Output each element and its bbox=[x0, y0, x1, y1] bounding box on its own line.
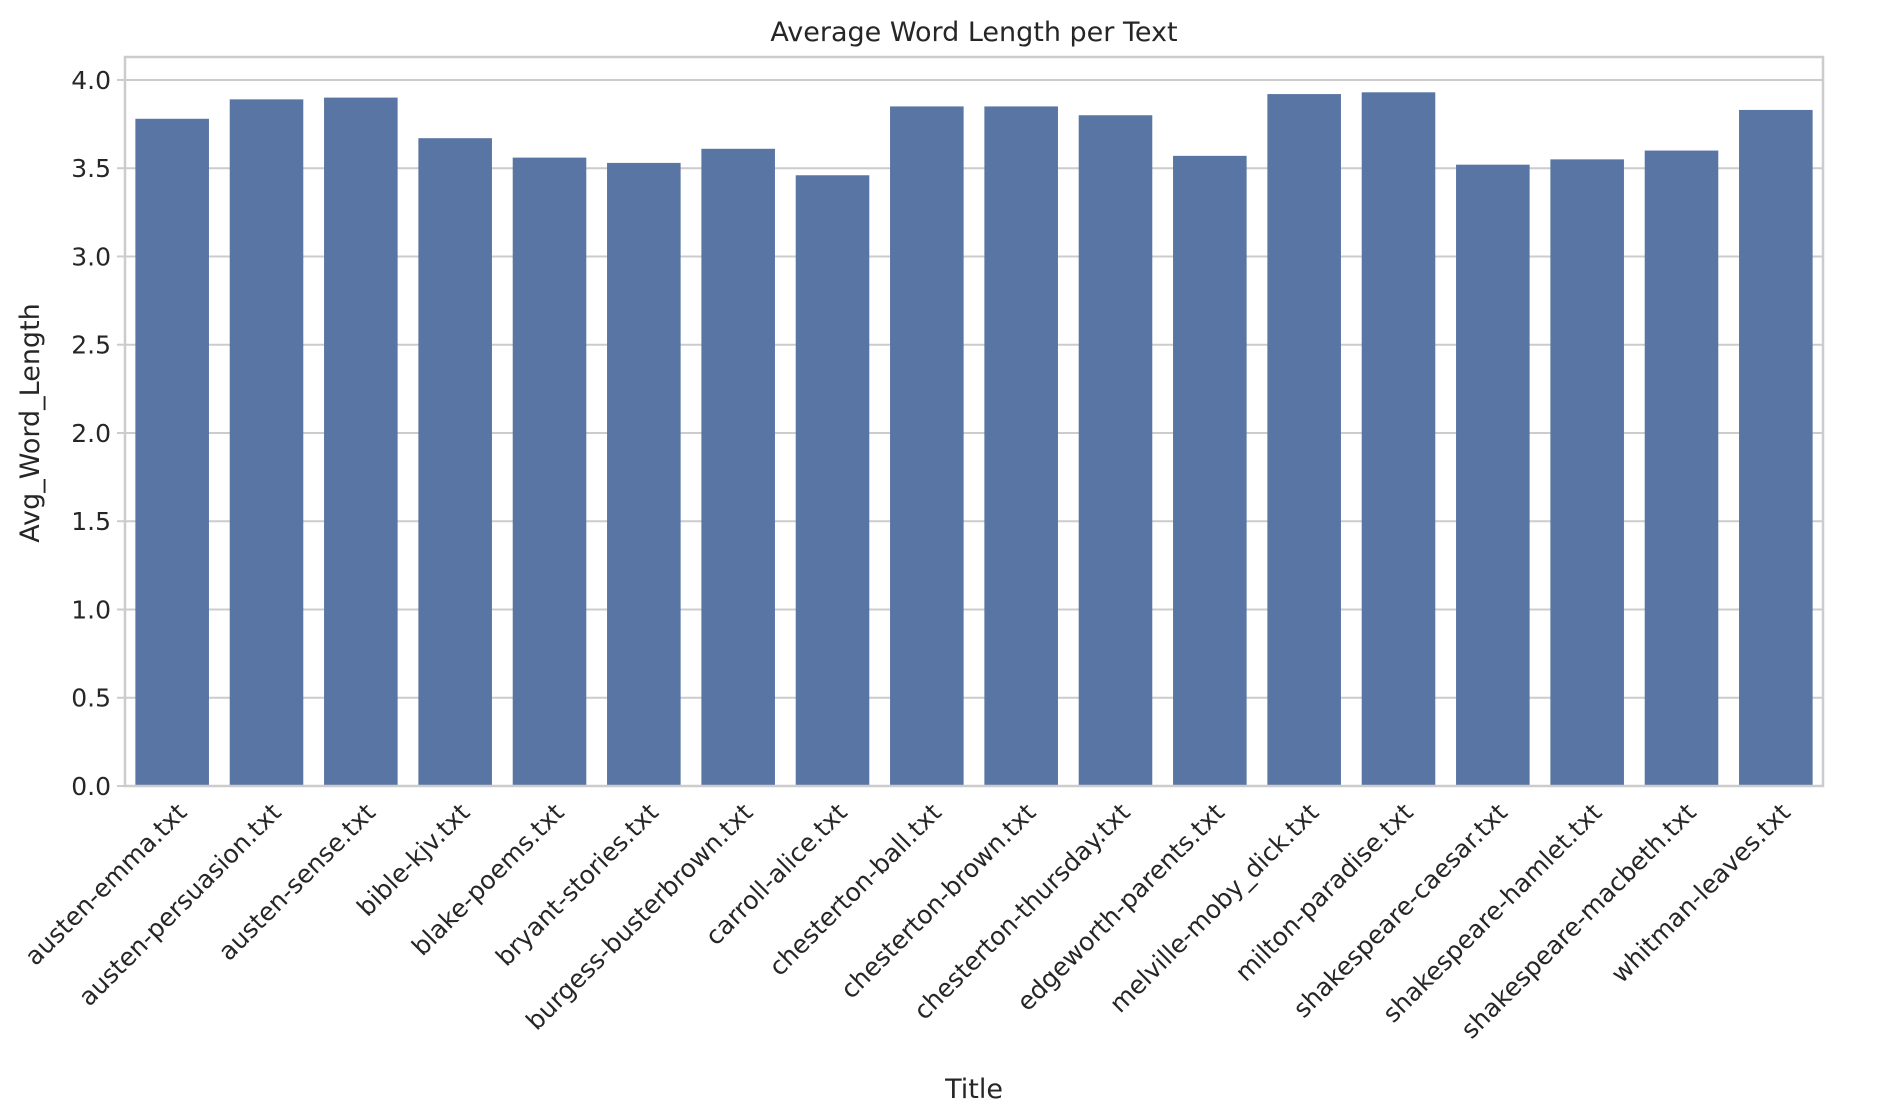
y-tick-label: 1.5 bbox=[71, 507, 111, 536]
y-tick-label: 0.5 bbox=[71, 684, 111, 713]
bars-layer bbox=[135, 92, 1813, 787]
y-tick-label: 3.0 bbox=[71, 242, 111, 271]
bar bbox=[418, 138, 492, 787]
y-tick-label: 2.5 bbox=[71, 331, 111, 360]
y-tick-label: 3.5 bbox=[71, 154, 111, 183]
y-axis-label: Avg_Word_Length bbox=[15, 303, 46, 543]
bar bbox=[1078, 115, 1153, 787]
y-tick-label: 4.0 bbox=[71, 66, 111, 95]
bar bbox=[1173, 155, 1247, 786]
bar bbox=[324, 97, 398, 786]
y-axis: 0.0 0.5 1.0 1.5 2.0 2.5 3.0 3.5 4.0 bbox=[71, 66, 125, 801]
plot-frame bbox=[123, 55, 1825, 788]
y-tick-label: 1.0 bbox=[71, 595, 111, 624]
bar bbox=[1644, 150, 1719, 786]
bar bbox=[1550, 159, 1624, 786]
bar bbox=[607, 162, 681, 787]
y-tick-label: 2.0 bbox=[71, 419, 111, 448]
chart-title: Average Word Length per Text bbox=[770, 17, 1177, 48]
bar bbox=[512, 157, 587, 786]
bar bbox=[1361, 92, 1436, 786]
y-tick-label: 0.0 bbox=[71, 772, 111, 801]
bar bbox=[229, 99, 304, 786]
bar bbox=[890, 106, 964, 787]
bar bbox=[795, 175, 870, 786]
bar bbox=[984, 106, 1058, 787]
bar bbox=[1267, 94, 1341, 786]
bar bbox=[135, 118, 209, 786]
bar bbox=[1739, 109, 1813, 787]
bar bbox=[701, 148, 775, 786]
x-axis-label: Title bbox=[944, 1074, 1003, 1105]
bar bbox=[1456, 164, 1530, 787]
